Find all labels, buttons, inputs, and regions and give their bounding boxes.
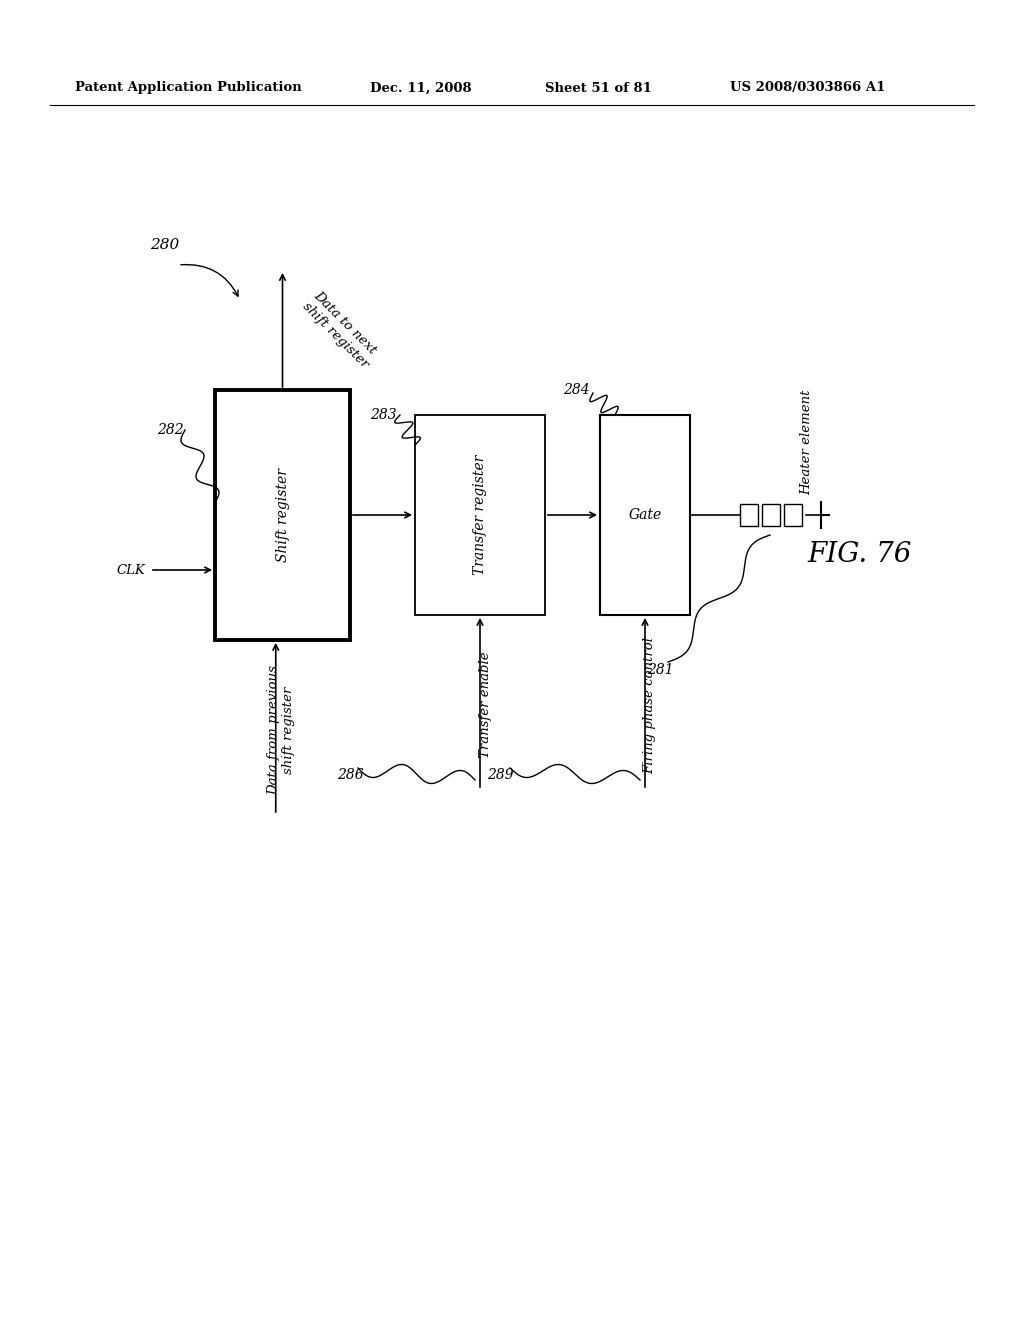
Text: US 2008/0303866 A1: US 2008/0303866 A1 <box>730 82 886 95</box>
Text: Firing phase control: Firing phase control <box>643 636 656 774</box>
Text: Data from previous
shift register: Data from previous shift register <box>266 665 295 795</box>
Text: 283: 283 <box>371 408 397 422</box>
Text: 289: 289 <box>486 768 513 781</box>
Text: CLK: CLK <box>117 564 145 577</box>
Text: Heater element: Heater element <box>800 389 813 495</box>
Text: Gate: Gate <box>629 508 662 521</box>
Text: Transfer register: Transfer register <box>473 455 487 576</box>
Text: 280: 280 <box>151 238 179 252</box>
Text: Transfer enable: Transfer enable <box>478 652 492 758</box>
Text: Patent Application Publication: Patent Application Publication <box>75 82 302 95</box>
Bar <box>215 389 350 640</box>
Text: 282: 282 <box>157 422 183 437</box>
Text: 286: 286 <box>337 768 364 781</box>
Bar <box>762 504 780 525</box>
Text: Dec. 11, 2008: Dec. 11, 2008 <box>370 82 472 95</box>
Text: Data to next
shift register: Data to next shift register <box>300 289 382 371</box>
Text: 281: 281 <box>647 663 674 677</box>
Bar <box>415 414 545 615</box>
Text: Shift register: Shift register <box>275 469 290 562</box>
Text: 284: 284 <box>563 383 590 397</box>
Bar <box>784 504 802 525</box>
Text: Sheet 51 of 81: Sheet 51 of 81 <box>545 82 652 95</box>
Bar <box>600 414 690 615</box>
Bar <box>740 504 758 525</box>
Text: FIG. 76: FIG. 76 <box>808 541 912 569</box>
